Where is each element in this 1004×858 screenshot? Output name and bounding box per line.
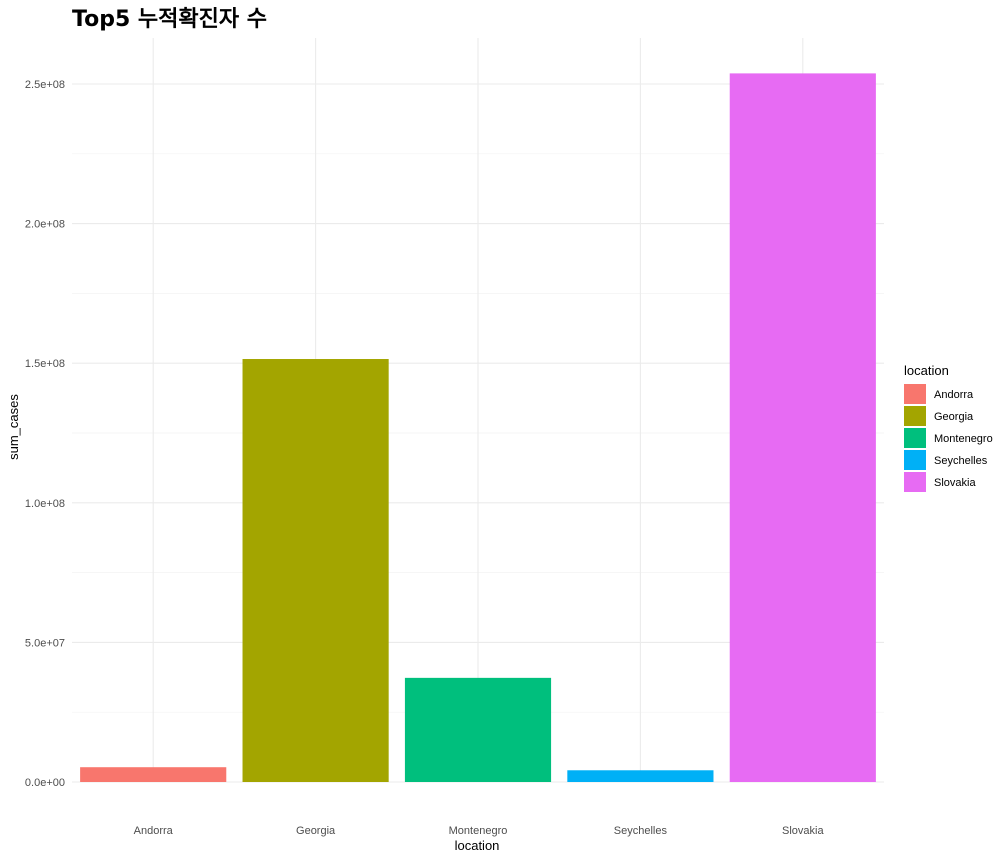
bar-seychelles	[567, 770, 714, 782]
x-axis-ticks: Andorra Georgia Montenegro Seychelles Slovak…	[134, 825, 825, 837]
x-tick-label: Georgia	[296, 825, 336, 837]
legend-key-georgia	[904, 406, 926, 426]
bars	[80, 73, 876, 783]
x-tick-label: Slovakia	[782, 825, 824, 837]
bar-georgia	[242, 359, 389, 782]
x-tick-label: Montenegro	[449, 825, 508, 837]
bar-slovakia	[729, 73, 876, 783]
bar-montenegro	[404, 677, 552, 782]
legend-label: Slovakia	[934, 477, 976, 489]
y-tick-label: 0.0e+00	[25, 777, 65, 789]
bar-andorra	[80, 767, 227, 782]
legend-label: Montenegro	[934, 433, 993, 445]
x-tick-label: Andorra	[134, 825, 174, 837]
legend-label: Andorra	[934, 389, 974, 401]
legend-title: location	[904, 363, 949, 378]
x-axis-label: location	[455, 838, 500, 853]
y-tick-label: 1.0e+08	[25, 498, 65, 510]
y-tick-label: 2.5e+08	[25, 79, 65, 91]
legend-key-seychelles	[904, 450, 926, 470]
y-tick-label: 1.5e+08	[25, 358, 65, 370]
legend-key-montenegro	[904, 428, 926, 448]
chart-title: Top5 누적확진자 수	[72, 7, 267, 32]
legend: location Andorra Georgia Montenegro Seychel…	[904, 363, 993, 492]
legend-key-andorra	[904, 384, 926, 404]
legend-key-slovakia	[904, 472, 926, 492]
legend-label: Georgia	[934, 411, 974, 423]
y-tick-label: 5.0e+07	[25, 637, 65, 649]
y-tick-label: 2.0e+08	[25, 219, 65, 231]
x-tick-label: Seychelles	[614, 825, 668, 837]
y-axis-ticks: 0.0e+00 5.0e+07 1.0e+08 1.5e+08 2.0e+08 2.5e+…	[25, 79, 65, 789]
legend-label: Seychelles	[934, 455, 988, 467]
y-axis-label: sum_cases	[6, 394, 21, 460]
